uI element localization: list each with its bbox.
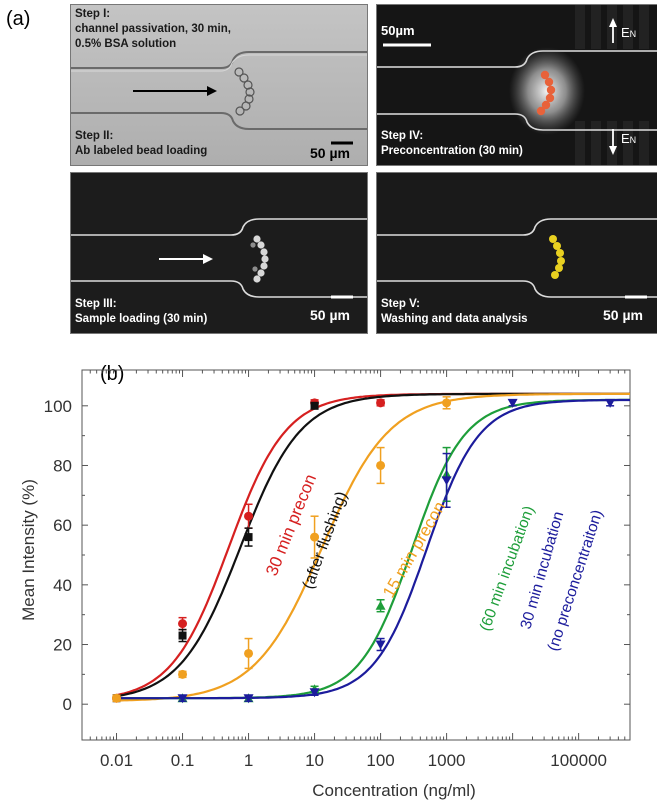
step-5-line2: Washing and data analysis — [381, 313, 528, 325]
y-tick-label-100: 100 — [44, 397, 72, 416]
data-point-s4-p6 — [605, 398, 616, 408]
panel-a-label: (a) — [6, 8, 31, 30]
data-points — [112, 396, 616, 704]
step-2-line2: Ab labeled bead loading — [75, 145, 208, 157]
data-point-s4-p0 — [177, 694, 188, 704]
dose-response-chart: (b) 0 20 40 60 80 100 0.01 0.1 1 10 100 1000 100000 … — [0, 340, 657, 803]
step-1-title: Step I: — [75, 8, 111, 20]
y-axis-label: Mean Intensity (%) — [19, 479, 38, 621]
step-4-caption: Step IV: Preconcentration (30 min) — [381, 129, 523, 159]
data-point-s4-p3 — [375, 640, 386, 650]
beads-yellow — [549, 235, 565, 279]
step-2-title: Step II: — [75, 130, 114, 142]
data-point-s2-p0 — [112, 693, 122, 703]
x-tick-label-1000: 1000 — [428, 751, 466, 770]
fit-curve-4 — [116, 398, 630, 700]
step-3-title: Step III: — [75, 298, 117, 310]
x-axis-label: Concentration (ng/ml) — [312, 781, 475, 800]
data-point-s2-p1 — [178, 669, 188, 679]
field-label-bottom: EN — [621, 131, 636, 146]
field-label-top-e: E — [621, 25, 630, 40]
data-point-s4-p4 — [441, 476, 452, 486]
micrograph-step-1-2-drawing — [71, 5, 367, 165]
step-5-title: Step V: — [381, 298, 420, 310]
x-tick-label-1: 1 — [244, 751, 253, 770]
y-tick-label-60: 60 — [53, 516, 72, 535]
beads-bright — [234, 67, 255, 116]
y-tick-label-20: 20 — [53, 636, 72, 655]
x-tick-label-0.01: 0.01 — [100, 751, 133, 770]
step-4-title: Step IV: — [381, 130, 424, 142]
annotations: 30 min precon (after flushing) 15 min pr… — [262, 471, 606, 653]
data-point-s4-p2 — [309, 688, 320, 698]
y-tick-label-0: 0 — [63, 695, 72, 714]
data-point-s0-p4 — [376, 398, 386, 408]
beads-white — [250, 235, 269, 283]
micrograph-step-5-drawing — [377, 173, 657, 333]
micrograph-step-1-2: Step I: channel passivation, 30 min, 0.5… — [70, 4, 368, 166]
data-point-s4-p5 — [507, 398, 518, 408]
step-1-line3: 0.5% BSA solution — [75, 38, 177, 50]
data-point-s1-p2 — [244, 533, 253, 542]
micrograph-step-3-drawing — [71, 173, 367, 333]
x-tick-label-100000: 100000 — [550, 751, 607, 770]
data-point-s2-p2 — [244, 648, 254, 658]
data-point-s4-p1 — [243, 694, 254, 704]
step-3-caption: Step III: Sample loading (30 min) — [75, 297, 207, 327]
data-point-s0-p1 — [178, 619, 188, 629]
step-4-line2: Preconcentration (30 min) — [381, 145, 523, 157]
micrograph-step-3: Step III: Sample loading (30 min) 50 µm — [70, 172, 368, 334]
step-5-caption: Step V: Washing and data analysis — [381, 297, 528, 327]
data-point-s0-p2 — [244, 511, 254, 521]
fit-curve-2 — [116, 392, 630, 702]
x-tick-label-0.1: 0.1 — [171, 751, 195, 770]
data-point-s3-p3 — [375, 600, 386, 610]
beads-orange — [536, 70, 556, 116]
x-tick-label-10: 10 — [305, 751, 324, 770]
scale-bar-label-3: 50 µm — [310, 307, 350, 323]
data-point-s2-p3 — [310, 532, 320, 542]
panel-b-label: (b) — [100, 363, 124, 385]
step-2-caption: Step II: Ab labeled bead loading — [75, 129, 207, 159]
scale-bar-label-top: 50µm — [381, 23, 415, 38]
data-point-s2-p4 — [376, 460, 386, 470]
data-point-s1-p3 — [310, 401, 319, 410]
field-label-top: EN — [621, 25, 636, 40]
y-tick-label-40: 40 — [53, 576, 72, 595]
scale-bar-label-5: 50 µm — [603, 307, 643, 323]
micrograph-step-4-drawing — [377, 5, 657, 165]
step-1-caption: Step I: channel passivation, 30 min, 0.5… — [75, 7, 231, 52]
axes: 0 20 40 60 80 100 0.01 0.1 1 10 100 1000 100000 — [44, 369, 631, 770]
x-tick-label-100: 100 — [366, 751, 394, 770]
scale-bar-label-1: 50 µm — [310, 145, 350, 161]
field-label-top-sub: N — [629, 29, 637, 39]
fit-curves — [116, 392, 630, 702]
micrograph-step-5: Step V: Washing and data analysis 50 µm — [376, 172, 657, 334]
data-point-s2-p5 — [442, 398, 452, 408]
data-point-s1-p1 — [178, 631, 187, 640]
y-tick-label-80: 80 — [53, 456, 72, 475]
step-1-line2: channel passivation, 30 min, — [75, 23, 231, 35]
field-label-bottom-sub: N — [629, 135, 637, 145]
step-3-line2: Sample loading (30 min) — [75, 313, 208, 325]
field-label-bottom-e: E — [621, 131, 630, 146]
micrograph-step-4: 50µm EN EN Step IV: Preconcentration (30… — [376, 4, 657, 166]
